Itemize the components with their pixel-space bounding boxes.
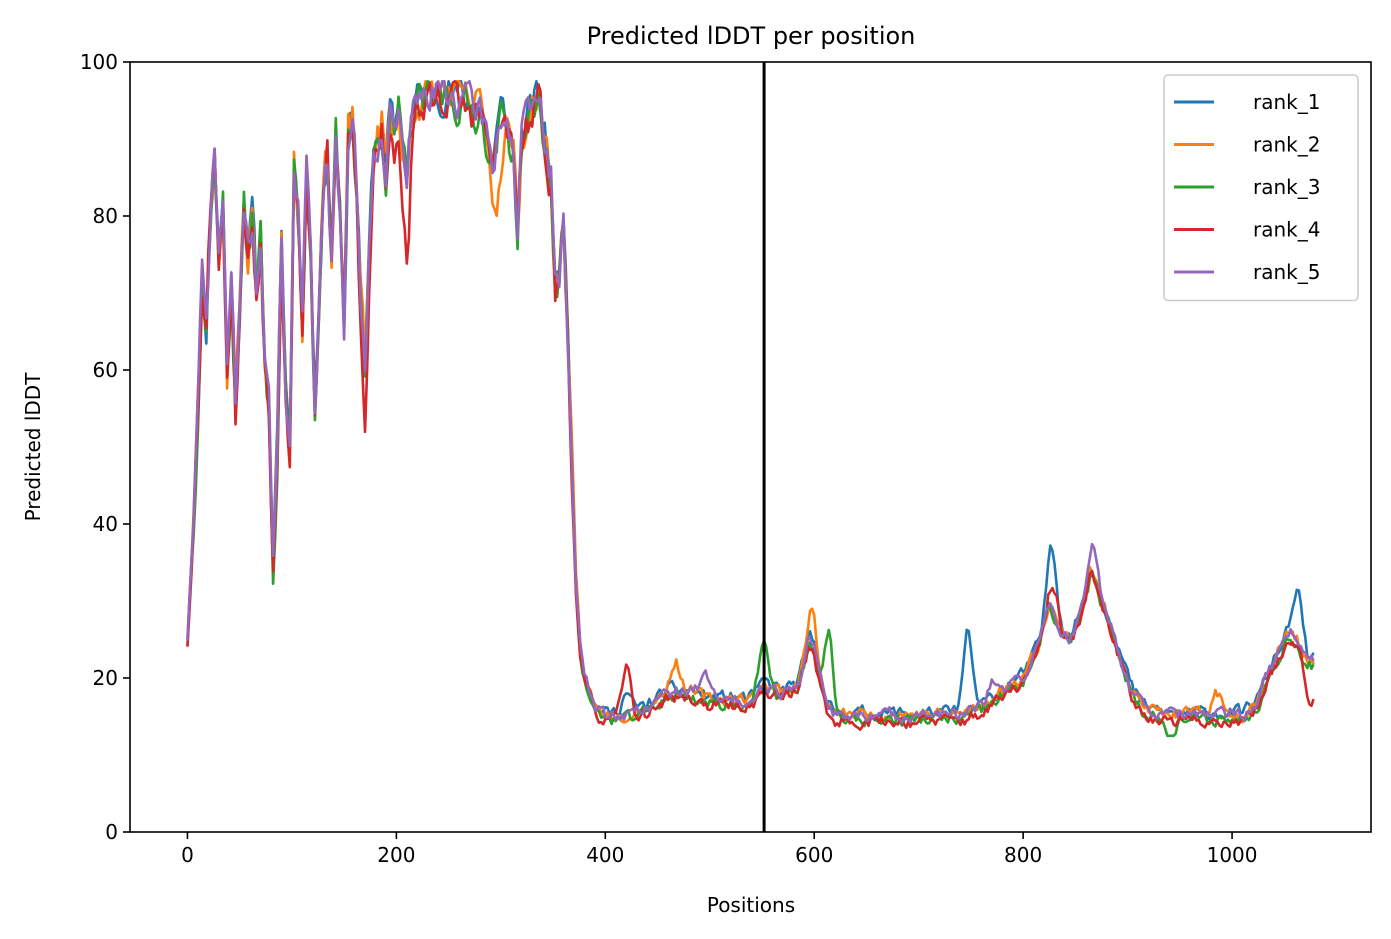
legend: rank_1 rank_2 rank_3 rank_4 rank_5 bbox=[1163, 74, 1359, 302]
plot-area-frame bbox=[129, 61, 1372, 833]
legend-label: rank_4 bbox=[1253, 218, 1320, 242]
y-tick-label: 40 bbox=[93, 512, 118, 536]
y-tick-label: 80 bbox=[93, 204, 118, 228]
x-axis: 0 200 400 600 800 1000 bbox=[181, 832, 1258, 867]
series-layer bbox=[186, 80, 1315, 738]
y-tick-label: 0 bbox=[105, 820, 118, 844]
x-tick-label: 400 bbox=[586, 843, 624, 867]
legend-label: rank_1 bbox=[1253, 90, 1320, 114]
legend-box bbox=[1163, 74, 1359, 302]
y-tick-label: 100 bbox=[80, 50, 118, 74]
y-axis: 0 20 40 60 80 100 bbox=[80, 50, 130, 844]
legend-label: rank_2 bbox=[1253, 133, 1320, 157]
x-tick-label: 600 bbox=[795, 843, 833, 867]
x-tick-label: 800 bbox=[1004, 843, 1042, 867]
x-tick-label: 1000 bbox=[1207, 843, 1258, 867]
series-line-rank_5 bbox=[186, 80, 1315, 724]
y-tick-label: 60 bbox=[93, 358, 118, 382]
legend-label: rank_5 bbox=[1253, 260, 1320, 284]
y-axis-label: Predicted lDDT bbox=[21, 372, 45, 522]
chart-title: Predicted lDDT per position bbox=[587, 22, 916, 50]
x-tick-label: 0 bbox=[181, 843, 194, 867]
y-tick-label: 20 bbox=[93, 666, 118, 690]
legend-label: rank_3 bbox=[1253, 175, 1320, 199]
x-tick-label: 200 bbox=[377, 843, 415, 867]
x-axis-label: Positions bbox=[707, 893, 795, 917]
